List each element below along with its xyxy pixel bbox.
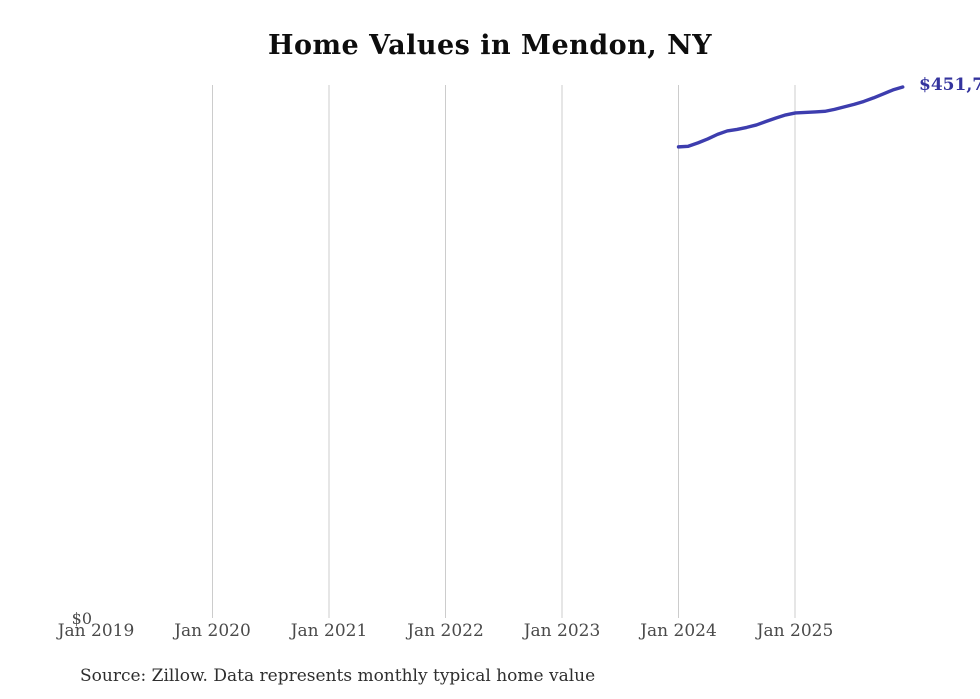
x-tick-jan-2019: Jan 2019	[57, 621, 135, 641]
home-value-line-series	[676, 85, 905, 149]
x-tick-jan-2023: Jan 2023	[523, 621, 601, 641]
series-end-value-label: $451,750	[919, 75, 980, 95]
year-gridlines	[212, 85, 796, 618]
x-tick-jan-2021: Jan 2021	[290, 621, 368, 641]
x-tick-jan-2025: Jan 2025	[756, 621, 834, 641]
y-axis-zero-label: $0	[71, 609, 92, 628]
x-tick-jan-2024: Jan 2024	[640, 621, 717, 641]
chart-title: Home Values in Mendon, NY	[267, 30, 713, 61]
source-note: Source: Zillow. Data represents monthly …	[80, 666, 596, 686]
x-tick-jan-2022: Jan 2022	[407, 621, 484, 641]
x-tick-jan-2020: Jan 2020	[174, 621, 251, 641]
